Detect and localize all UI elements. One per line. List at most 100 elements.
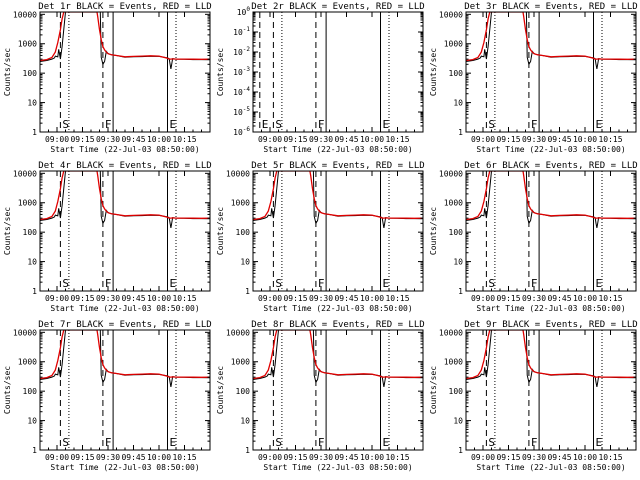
y-tick-label-exponent: -2: [243, 46, 251, 53]
y-tick-label: 10: [27, 258, 37, 267]
x-tick-label: 10:15: [598, 294, 622, 303]
panel-title: Det 7r BLACK = Events, RED = LLD: [38, 320, 211, 330]
y-tick-label: 100: [449, 387, 464, 396]
y-tick-label: 1: [32, 287, 37, 296]
x-tick-label: 10:00: [147, 135, 171, 144]
x-tick-label: 09:00: [471, 294, 495, 303]
marker-label-f: F: [531, 118, 538, 131]
series-line-lld: [466, 12, 636, 62]
panel-det-2: Det 2r BLACK = Events, RED = LLD Counts/s…: [216, 2, 425, 154]
y-tick-label-base: 10: [233, 48, 243, 57]
y-axis-label: Counts/sec: [216, 48, 225, 96]
x-tick-label: 09:15: [283, 135, 307, 144]
x-tick-label: 09:45: [121, 135, 145, 144]
panel-title: Det 6r BLACK = Events, RED = LLD: [464, 161, 637, 171]
x-tick-label: 09:30: [522, 294, 546, 303]
series-line-lld: [40, 330, 210, 380]
marker-label-f: F: [531, 277, 538, 290]
y-axis-label: Counts/sec: [429, 366, 438, 414]
marker-label-s: S: [62, 436, 69, 449]
series-line-lld: [466, 330, 636, 380]
x-tick-label: 10:00: [360, 294, 384, 303]
y-tick-label: 10000: [226, 328, 250, 337]
y-tick-label-base: 10: [233, 88, 243, 97]
y-tick-label: 10-1: [233, 26, 250, 37]
y-tick-label: 10000: [439, 169, 463, 178]
x-tick-label: 09:30: [309, 135, 333, 144]
y-tick-label: 10: [240, 258, 250, 267]
series-line-lld: [466, 171, 636, 221]
y-tick-label: 10000: [226, 169, 250, 178]
x-axis-label: Start Time (22-Jul-03 08:50:00): [50, 145, 199, 154]
y-tick-label: 10000: [439, 10, 463, 19]
panel-det-8: Det 8r BLACK = Events, RED = LLD Counts/s…: [216, 320, 425, 472]
x-tick-label: 10:15: [385, 294, 409, 303]
plot-frame: [39, 11, 211, 133]
panel-det-6: Det 6r BLACK = Events, RED = LLD Counts/s…: [429, 161, 638, 313]
x-tick-label: 09:45: [547, 135, 571, 144]
x-axis-label: Start Time (22-Jul-03 08:50:00): [476, 463, 625, 472]
x-tick-label: 09:15: [283, 453, 307, 462]
marker-label-e: E: [262, 118, 269, 131]
panel-det-4: Det 4r BLACK = Events, RED = LLD Counts/s…: [3, 161, 212, 313]
x-tick-label: 09:00: [471, 135, 495, 144]
y-tick-label: 100: [23, 228, 38, 237]
plot-frame: [252, 170, 424, 292]
marker-label-e: E: [383, 277, 390, 290]
panel-title: Det 2r BLACK = Events, RED = LLD: [251, 2, 424, 12]
y-tick-label: 100: [449, 69, 464, 78]
y-tick-label: 10: [27, 417, 37, 426]
x-tick-label: 10:00: [573, 294, 597, 303]
x-tick-label: 09:30: [96, 453, 120, 462]
x-tick-label: 09:30: [96, 294, 120, 303]
marker-label-s: S: [488, 118, 495, 131]
x-tick-label: 09:00: [258, 453, 282, 462]
y-tick-label: 10000: [13, 10, 37, 19]
series-line-events: [40, 12, 210, 69]
x-axis-label: Start Time (22-Jul-03 08:50:00): [476, 304, 625, 313]
series-line-lld: [40, 12, 210, 62]
marker-label-f: F: [105, 436, 112, 449]
y-tick-label: 1: [32, 446, 37, 455]
x-tick-label: 09:15: [496, 135, 520, 144]
marker-label-s: S: [62, 118, 69, 131]
y-tick-label-exponent: -4: [243, 86, 251, 93]
panel-title: Det 5r BLACK = Events, RED = LLD: [251, 161, 424, 171]
y-tick-label: 1000: [444, 358, 463, 367]
y-tick-label: 10: [27, 99, 37, 108]
y-tick-label: 10000: [439, 328, 463, 337]
y-tick-label: 1000: [444, 199, 463, 208]
x-tick-label: 09:45: [547, 453, 571, 462]
y-tick-label: 10000: [13, 328, 37, 337]
x-tick-label: 09:15: [70, 135, 94, 144]
marker-label-e: E: [170, 118, 177, 131]
marker-label-s: S: [488, 436, 495, 449]
series-line-events: [253, 330, 423, 387]
y-tick-label: 1000: [444, 40, 463, 49]
panel-det-5: Det 5r BLACK = Events, RED = LLD Counts/s…: [216, 161, 425, 313]
marker-label-e: E: [170, 277, 177, 290]
marker-label-f: F: [105, 118, 112, 131]
y-tick-label: 10-3: [233, 66, 250, 77]
panel-det-9: Det 9r BLACK = Events, RED = LLD Counts/s…: [429, 320, 638, 472]
x-axis-label: Start Time (22-Jul-03 08:50:00): [476, 145, 625, 154]
series-line-events: [253, 171, 423, 228]
x-tick-label: 09:30: [309, 453, 333, 462]
x-tick-label: 09:15: [283, 294, 307, 303]
y-tick-label-base: 10: [233, 108, 243, 117]
plot-frame: [465, 11, 637, 133]
series-line-events: [466, 171, 636, 228]
marker-label-f: F: [531, 436, 538, 449]
y-tick-label-base: 10: [233, 68, 243, 77]
x-tick-label: 10:15: [172, 453, 196, 462]
y-tick-label: 1: [458, 446, 463, 455]
x-tick-label: 09:30: [522, 453, 546, 462]
y-tick-label: 10-5: [233, 106, 250, 117]
y-tick-label: 1: [458, 128, 463, 137]
plot-frame: [465, 170, 637, 292]
series-line-lld: [253, 330, 423, 380]
y-axis-label: Counts/sec: [3, 207, 12, 255]
x-tick-label: 09:15: [496, 294, 520, 303]
marker-label-s: S: [275, 436, 282, 449]
